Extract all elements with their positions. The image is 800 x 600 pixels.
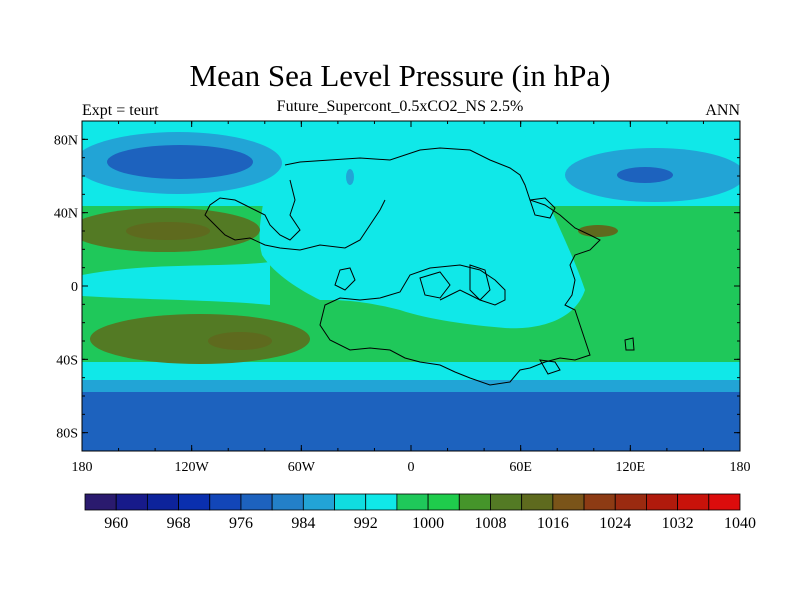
field-south-984 <box>82 392 740 451</box>
longitude-axis: 180 120W 60W 0 60E 120E 180 <box>72 121 751 475</box>
coastline-west <box>204 179 386 251</box>
colorbar: 960 968 976 984 992 1000 1008 1016 1024 1032 1040 <box>84 493 756 532</box>
lat-tick-label: 80S <box>56 427 78 442</box>
colorbar-swatch <box>271 493 304 511</box>
lon-tick-label: 120E <box>616 460 646 475</box>
experiment-label: Expt = teurt <box>82 102 159 119</box>
colorbar-label: 968 <box>167 515 191 532</box>
lat-tick-label: 0 <box>71 280 78 295</box>
field-south-1000 <box>82 362 740 384</box>
colorbar-label: 976 <box>229 515 253 532</box>
colorbar-swatch <box>178 493 211 511</box>
colorbar-label: 1000 <box>412 515 444 532</box>
colorbar-label: 992 <box>354 515 378 532</box>
high-sw <box>90 314 310 364</box>
colorbar-label: 1008 <box>474 515 506 532</box>
field-south-992 <box>82 380 740 394</box>
colorbar-swatch <box>614 493 647 511</box>
map-title: Mean Sea Level Pressure (in hPa) <box>189 58 611 93</box>
colorbar-swatch <box>583 493 616 511</box>
map-subtitle: Future_Supercont_0.5xCO2_NS 2.5% <box>276 98 524 115</box>
colorbar-swatch <box>84 493 117 511</box>
lat-tick-label: 40S <box>56 353 78 368</box>
field-continent-1000 <box>259 150 585 329</box>
colorbar-swatch <box>646 493 679 511</box>
coastline-island-4 <box>529 197 556 219</box>
pressure-field <box>82 121 740 451</box>
colorbar-swatch <box>365 493 398 511</box>
high-east <box>578 225 618 237</box>
colorbar-swatch <box>209 493 242 511</box>
colorbar-swatch <box>115 493 148 511</box>
low-ne-core <box>617 167 673 183</box>
colorbar-swatch <box>396 493 429 511</box>
high-nw-core <box>126 222 210 240</box>
coastline <box>204 147 635 386</box>
colorbar-label: 1024 <box>599 515 631 532</box>
field-equator-1000 <box>82 262 270 305</box>
lon-tick-label: 180 <box>730 460 751 475</box>
coastline-main <box>284 147 601 386</box>
colorbar-swatch <box>240 493 273 511</box>
lat-tick-label: 80N <box>54 133 78 148</box>
lon-tick-label: 120W <box>175 460 210 475</box>
colorbar-label: 960 <box>104 515 128 532</box>
colorbar-swatch <box>427 493 460 511</box>
colorbar-swatch <box>490 493 523 511</box>
colorbar-swatch <box>552 493 585 511</box>
colorbar-swatch <box>334 493 367 511</box>
season-label: ANN <box>705 102 740 119</box>
coastline-island-2 <box>419 271 451 299</box>
colorbar-swatch <box>521 493 554 511</box>
coastline-island-3 <box>469 264 491 301</box>
coastline-island-1 <box>334 267 356 291</box>
lon-tick-label: 0 <box>408 460 415 475</box>
patch-lake <box>346 169 354 185</box>
lon-tick-label: 60W <box>288 460 316 475</box>
colorbar-swatch <box>677 493 710 511</box>
colorbar-swatch <box>708 493 741 511</box>
colorbar-label: 984 <box>291 515 315 532</box>
colorbar-swatch <box>146 493 179 511</box>
latitude-axis: 80N 40N 0 40S 80S <box>54 120 740 452</box>
colorbar-label: 1040 <box>724 515 756 532</box>
coastline-island-5 <box>539 359 561 375</box>
lon-tick-label: 180 <box>72 460 93 475</box>
colorbar-label: 1032 <box>662 515 694 532</box>
colorbar-swatch <box>458 493 491 511</box>
low-nw-core <box>107 145 253 179</box>
high-sw-core <box>208 332 272 350</box>
colorbar-label: 1016 <box>537 515 569 532</box>
lon-tick-label: 60E <box>509 460 532 475</box>
colorbar-swatch <box>302 493 335 511</box>
lat-tick-label: 40N <box>54 207 78 222</box>
coastline-island-6 <box>624 337 635 351</box>
